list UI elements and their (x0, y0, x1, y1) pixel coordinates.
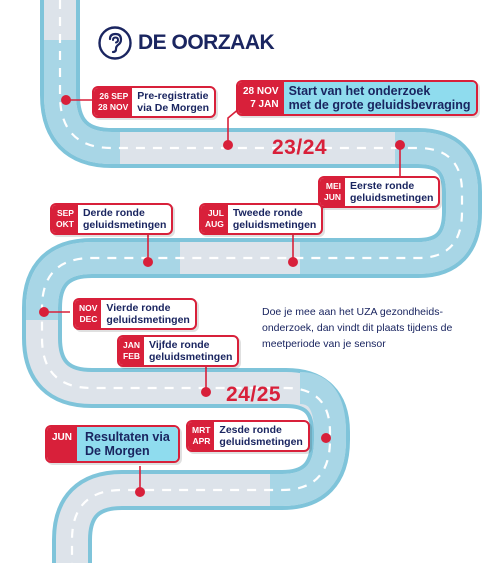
milestone-label-line1: Eerste ronde (350, 180, 415, 192)
ear-icon (98, 26, 132, 60)
milestone-label-line1: Start van het onderzoek (288, 84, 431, 98)
milestone-label-line2: De Morgen (85, 444, 150, 458)
brand-name: DE OORZAAK (138, 31, 275, 54)
milestone-date-start: MEI (325, 181, 342, 191)
milestone-round-6: MRT APR Zesde ronde geluidsmetingen (186, 420, 310, 452)
milestone-dots (39, 95, 405, 497)
milestone-start-study: 28 NOV 7 JAN Start van het onderzoek met d… (236, 80, 478, 116)
milestone-date-start: 28 NOV (243, 86, 279, 97)
year-label-23-24: 23/24 (272, 136, 328, 159)
milestone-date: JUN (52, 432, 73, 443)
milestone-pre-registration: 26 SEP 28 NOV Pre-registratie via De Morge… (92, 86, 217, 118)
brand: DE OORZAAK (98, 26, 275, 60)
milestone-label-line1: Vijfde ronde (149, 339, 210, 351)
milestone-date-end: APR (192, 436, 211, 446)
milestone-label-line1: Derde ronde (82, 207, 145, 219)
milestone-date-start: JUL (207, 208, 224, 218)
milestone-label-line1: Tweede ronde (232, 207, 303, 219)
road-center-line (40, 0, 464, 563)
milestone-label-line2: geluidsmetingen (232, 219, 317, 231)
milestone-label-line2: geluidsmetingen (219, 436, 303, 448)
milestone-label-line2: via De Morgen (137, 102, 210, 114)
milestone-round-4: NOV DEC Vierde ronde geluidsmetingen (73, 298, 197, 330)
milestone-date-end: DEC (79, 314, 98, 324)
milestone-label-line2: met de grote geluidsbevraging (288, 98, 471, 112)
milestone-date-start: JAN (123, 340, 141, 350)
milestone-results: JUN Resultaten via De Morgen (45, 425, 180, 463)
year-label-24-25: 24/25 (226, 383, 282, 406)
milestone-date-end: OKT (56, 219, 74, 229)
milestone-date-start: SEP (56, 208, 74, 218)
milestone-round-5: JAN FEB Vijfde ronde geluidsmetingen (117, 335, 240, 367)
info-text: Doe je mee aan het UZA gezondheids-onder… (262, 306, 453, 350)
milestone-label-line1: Resultaten via (85, 430, 170, 444)
milestone-round-2: JUL AUG Tweede ronde geluidsmetingen (199, 203, 324, 235)
milestone-date-end: 28 NOV (98, 102, 129, 112)
milestone-date-start: MRT (192, 425, 211, 435)
milestone-label-line1: Zesde ronde (219, 424, 282, 436)
milestone-label-line2: geluidsmetingen (149, 351, 233, 363)
milestone-label-line2: geluidsmetingen (106, 314, 190, 326)
milestone-label-line2: geluidsmetingen (350, 192, 434, 204)
milestone-date-start: NOV (79, 303, 98, 313)
milestone-round-3: SEP OKT Derde ronde geluidsmetingen (50, 203, 174, 235)
milestone-date-end: 7 JAN (250, 99, 279, 110)
milestone-label-line1: Pre-registratie (137, 90, 209, 102)
milestone-label-line2: geluidsmetingen (82, 219, 167, 231)
milestone-date-end: AUG (205, 219, 224, 229)
milestone-date-start: 26 SEP (99, 91, 129, 101)
milestone-label-line1: Vierde ronde (106, 302, 171, 314)
milestone-date-end: JUN (324, 192, 342, 202)
milestone-date-end: FEB (123, 351, 141, 361)
milestone-round-1: MEI JUN Eerste ronde geluidsmetingen (318, 176, 441, 208)
